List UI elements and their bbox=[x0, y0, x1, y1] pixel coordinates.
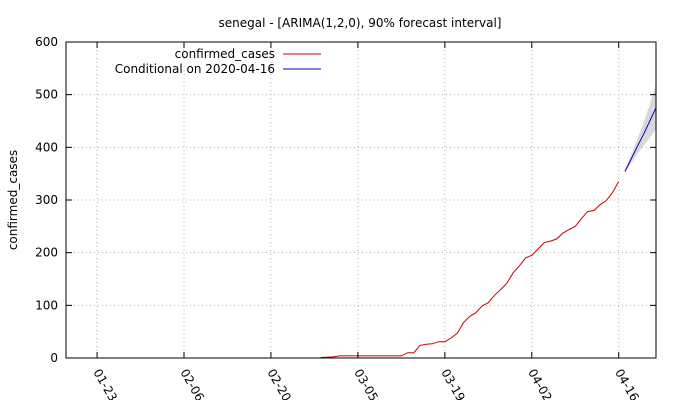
x-tick-label: 02-06 bbox=[177, 367, 207, 400]
y-tick-label: 300 bbox=[35, 193, 58, 207]
x-tick-label: 02-20 bbox=[264, 367, 294, 400]
forecast-interval-area bbox=[624, 84, 656, 173]
confirmed-cases-line bbox=[320, 181, 620, 358]
y-axis-label: confirmed_cases bbox=[6, 150, 20, 250]
x-tick-label: 04-16 bbox=[612, 367, 642, 400]
legend-label-confirmed-cases: confirmed_cases bbox=[175, 47, 275, 61]
x-tick-label: 04-02 bbox=[525, 367, 555, 400]
x-tick-label: 03-19 bbox=[438, 367, 468, 400]
forecast-line bbox=[624, 107, 657, 172]
legend-label-forecast: Conditional on 2020-04-16 bbox=[115, 62, 275, 76]
x-tick-label: 03-05 bbox=[351, 367, 381, 400]
chart-title: senegal - [ARIMA(1,2,0), 90% forecast in… bbox=[218, 16, 501, 30]
y-tick-label: 100 bbox=[35, 298, 58, 312]
y-tick-label: 200 bbox=[35, 246, 58, 260]
legend: confirmed_cases Conditional on 2020-04-1… bbox=[115, 47, 321, 76]
y-tick-label: 0 bbox=[50, 351, 58, 365]
gridlines bbox=[66, 42, 656, 358]
x-axis-ticks: 01-23 02-06 02-20 03-05 03-19 04-02 04-16 bbox=[90, 42, 642, 400]
forecast-interval-band bbox=[624, 84, 656, 173]
y-tick-label: 500 bbox=[35, 88, 58, 102]
x-tick-label: 01-23 bbox=[90, 367, 120, 400]
y-axis-ticks: 0 100 200 300 400 500 600 bbox=[35, 35, 656, 365]
y-tick-label: 400 bbox=[35, 140, 58, 154]
y-tick-label: 600 bbox=[35, 35, 58, 49]
series-lines bbox=[320, 107, 657, 358]
